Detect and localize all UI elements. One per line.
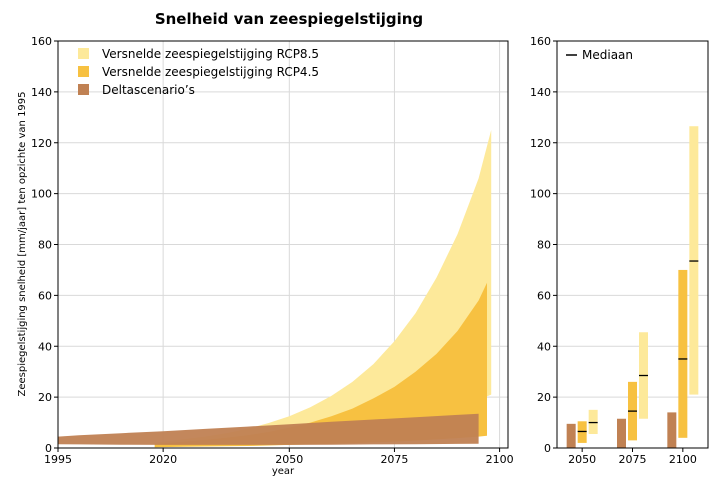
left-y-tick-label: 100 [31,188,52,201]
right-y-tick-label: 100 [530,188,551,201]
median-legend-label: Mediaan [582,48,633,62]
right-y-tick-label: 140 [530,86,551,99]
legend-label: Versnelde zeespiegelstijging RCP4.5 [102,65,319,79]
legend-label: Versnelde zeespiegelstijging RCP8.5 [102,47,319,61]
left-y-tick-label: 20 [38,391,52,404]
left-y-tick-label: 140 [31,86,52,99]
right-y-tick-label: 60 [537,289,551,302]
right-x-tick-label: 2050 [568,453,596,466]
right-x-tick-label: 2100 [669,453,697,466]
band-deltascenarios [58,413,479,445]
left-y-tick-label: 120 [31,137,52,150]
chart-title: Snelheid van zeespiegelstijging [155,10,423,28]
range-bar-delta-2050 [566,423,576,448]
right-y-tick-label: 20 [537,391,551,404]
range-bar-delta-2075 [617,418,626,448]
legend-swatch [78,66,89,77]
band-rcp85 [154,130,492,447]
left-y-tick-label: 40 [38,340,52,353]
left-x-tick-label: 2075 [380,453,408,466]
left-x-tick-label: 1995 [44,453,72,466]
left-x-tick-label: 2050 [275,453,303,466]
left-y-tick-label: 0 [45,442,52,455]
left-y-tick-label: 160 [31,35,52,48]
right-x-tick-label: 2075 [619,453,647,466]
left-x-tick-label: 2100 [486,453,514,466]
y-axis-label: Zeespiegelstijging snelheid [mm/jaar] te… [17,91,28,396]
right-y-tick-label: 160 [530,35,551,48]
right-y-tick-label: 80 [537,239,551,252]
legend-label: Deltascenario’s [102,83,195,97]
right-y-tick-label: 40 [537,340,551,353]
legend-swatch [78,84,89,95]
left-y-tick-label: 80 [38,239,52,252]
band-rcp45 [154,282,487,448]
range-bar-delta-2100 [667,412,677,448]
left-x-tick-label: 2020 [149,453,177,466]
x-axis-label: year [272,466,295,477]
right-y-tick-label: 120 [530,137,551,150]
right-y-tick-label: 0 [544,442,551,455]
range-bar-rcp45-2100 [678,269,688,438]
legend-swatch [78,48,89,59]
left-y-tick-label: 60 [38,289,52,302]
